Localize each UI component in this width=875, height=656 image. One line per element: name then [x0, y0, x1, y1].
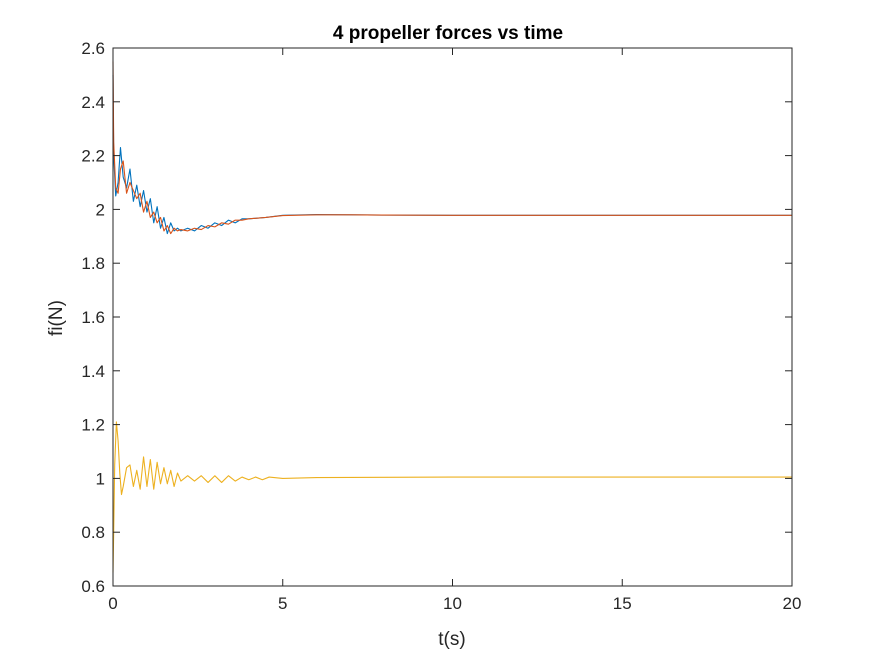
y-ticks: 0.6 0.8 1 1.2 1.4 1.6 1.8 2 2.2 2.4 2.6: [81, 39, 792, 596]
y-tick-label: 1.8: [81, 254, 105, 273]
y-tick-label: 1.4: [81, 362, 105, 381]
plot-area: [113, 48, 792, 586]
y-tick-label: 2.6: [81, 39, 105, 58]
x-tick-label: 5: [278, 594, 287, 613]
x-axis-label: t(s): [438, 629, 465, 650]
plot-background: [113, 48, 792, 586]
y-tick-label: 1.2: [81, 416, 105, 435]
y-tick-label: 2.2: [81, 147, 105, 166]
series-layer: [112, 61, 792, 573]
y-tick-label: 2.4: [81, 93, 105, 112]
x-tick-label: 10: [443, 594, 462, 613]
series-line-3: [112, 421, 792, 573]
y-tick-label: 1: [96, 469, 105, 488]
y-tick-label: 0.6: [81, 577, 105, 596]
y-axis-label: fi(N): [46, 300, 67, 336]
series-line-2: [112, 61, 792, 235]
x-tick-label: 15: [613, 594, 632, 613]
x-ticks: 0 5 10 15 20: [108, 48, 801, 613]
y-tick-label: 0.8: [81, 523, 105, 542]
chart-title: 4 propeller forces vs time: [333, 23, 563, 44]
x-tick-label: 20: [783, 594, 802, 613]
y-tick-label: 2: [96, 200, 105, 219]
x-tick-label: 0: [108, 594, 117, 613]
y-tick-label: 1.6: [81, 308, 105, 327]
